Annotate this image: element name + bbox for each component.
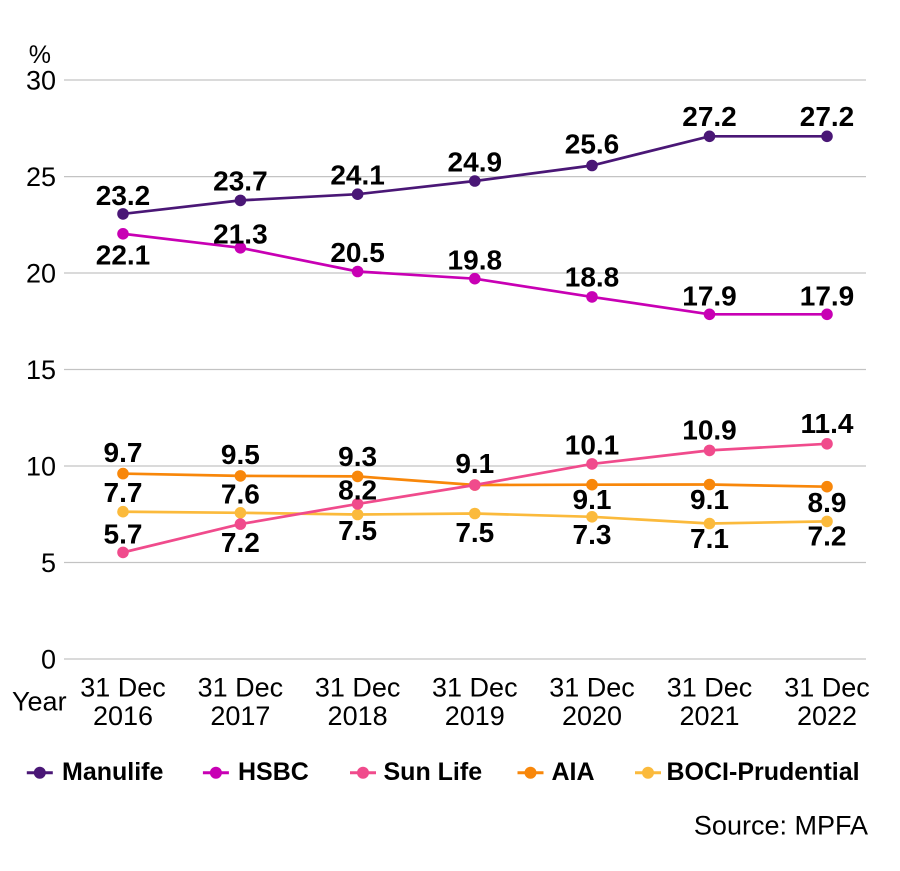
svg-text:7.7: 7.7 xyxy=(104,477,143,508)
svg-text:10: 10 xyxy=(26,452,56,482)
svg-text:31 Dec: 31 Dec xyxy=(667,673,753,703)
svg-text:7.1: 7.1 xyxy=(690,523,729,554)
svg-text:24.1: 24.1 xyxy=(330,159,385,190)
svg-text:7.5: 7.5 xyxy=(338,515,377,546)
svg-text:HSBC: HSBC xyxy=(238,758,309,786)
svg-text:%: % xyxy=(29,41,51,69)
svg-text:31 Dec: 31 Dec xyxy=(432,673,518,703)
svg-text:9.1: 9.1 xyxy=(455,448,494,479)
svg-text:25.6: 25.6 xyxy=(565,129,620,160)
svg-text:BOCI-Prudential: BOCI-Prudential xyxy=(667,758,860,786)
svg-text:18.8: 18.8 xyxy=(565,262,620,293)
svg-text:22.1: 22.1 xyxy=(96,239,151,270)
svg-text:0: 0 xyxy=(41,645,56,675)
svg-text:7.3: 7.3 xyxy=(573,519,612,550)
svg-text:8.2: 8.2 xyxy=(338,474,377,505)
svg-text:20.5: 20.5 xyxy=(330,237,385,268)
svg-text:31 Dec: 31 Dec xyxy=(549,673,635,703)
svg-text:5: 5 xyxy=(41,548,56,578)
svg-text:30: 30 xyxy=(26,66,56,96)
svg-text:31 Dec: 31 Dec xyxy=(198,673,284,703)
svg-text:10.9: 10.9 xyxy=(682,415,737,446)
svg-text:17.9: 17.9 xyxy=(800,280,855,311)
svg-text:11.4: 11.4 xyxy=(801,408,854,439)
svg-text:20: 20 xyxy=(26,259,56,289)
svg-text:2018: 2018 xyxy=(328,701,388,731)
svg-text:9.1: 9.1 xyxy=(690,484,729,515)
svg-text:7.2: 7.2 xyxy=(221,527,260,558)
svg-text:23.2: 23.2 xyxy=(96,180,151,211)
svg-text:5.7: 5.7 xyxy=(104,519,143,550)
svg-text:Sun Life: Sun Life xyxy=(384,758,483,786)
svg-text:27.2: 27.2 xyxy=(682,101,737,132)
svg-text:2019: 2019 xyxy=(445,701,505,731)
svg-text:Year: Year xyxy=(12,687,67,717)
svg-text:8.9: 8.9 xyxy=(808,487,847,518)
svg-text:9.5: 9.5 xyxy=(221,439,260,470)
svg-text:15: 15 xyxy=(26,355,56,385)
svg-text:7.5: 7.5 xyxy=(455,517,494,548)
svg-text:AIA: AIA xyxy=(552,758,595,786)
svg-text:21.3: 21.3 xyxy=(213,218,268,249)
svg-text:24.9: 24.9 xyxy=(448,146,503,177)
svg-text:9.1: 9.1 xyxy=(573,484,612,515)
svg-text:23.7: 23.7 xyxy=(213,166,268,197)
svg-text:2017: 2017 xyxy=(210,701,270,731)
svg-text:9.3: 9.3 xyxy=(338,441,377,472)
svg-text:2016: 2016 xyxy=(93,701,153,731)
svg-text:7.6: 7.6 xyxy=(221,479,260,510)
svg-text:31 Dec: 31 Dec xyxy=(784,673,870,703)
svg-text:25: 25 xyxy=(26,162,56,192)
svg-text:2021: 2021 xyxy=(679,701,739,731)
svg-text:7.2: 7.2 xyxy=(808,521,847,552)
svg-text:2022: 2022 xyxy=(797,701,857,731)
svg-text:17.9: 17.9 xyxy=(682,280,737,311)
svg-text:27.2: 27.2 xyxy=(800,101,855,132)
svg-text:Source: MPFA: Source: MPFA xyxy=(694,811,868,841)
svg-text:9.7: 9.7 xyxy=(104,437,143,468)
svg-text:10.1: 10.1 xyxy=(565,429,620,460)
svg-text:19.8: 19.8 xyxy=(448,244,503,275)
svg-text:31 Dec: 31 Dec xyxy=(315,673,401,703)
svg-text:31 Dec: 31 Dec xyxy=(80,673,166,703)
svg-text:2020: 2020 xyxy=(562,701,622,731)
svg-text:Manulife: Manulife xyxy=(62,758,163,786)
